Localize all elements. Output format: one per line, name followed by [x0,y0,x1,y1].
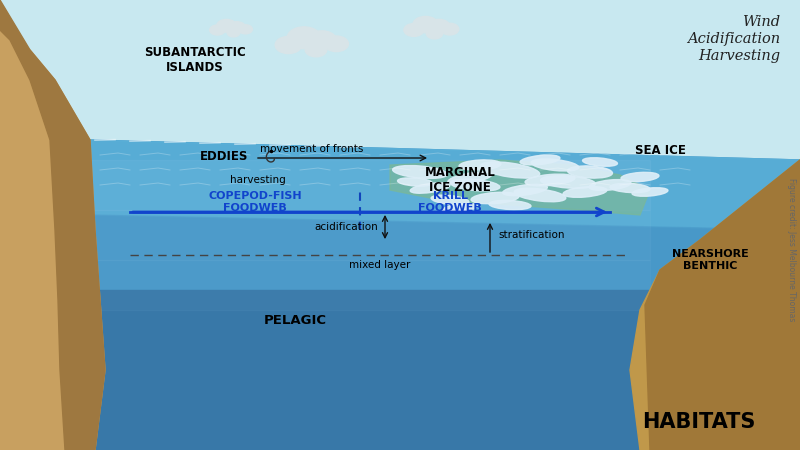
Ellipse shape [410,183,450,193]
Text: PELAGIC: PELAGIC [263,314,326,327]
Text: MARGINAL
ICE ZONE: MARGINAL ICE ZONE [425,166,495,194]
Ellipse shape [621,172,659,182]
Ellipse shape [489,200,531,210]
Text: Harvesting: Harvesting [698,49,780,63]
Ellipse shape [525,174,575,186]
Bar [90,260,650,310]
Ellipse shape [325,36,349,52]
Ellipse shape [217,19,236,32]
Text: Acidification: Acidification [687,32,780,46]
Polygon shape [0,140,800,450]
Text: mixed layer: mixed layer [350,260,410,270]
Ellipse shape [567,166,613,178]
Ellipse shape [610,184,650,193]
Text: KRILL
FOODWEB: KRILL FOODWEB [418,191,482,213]
Ellipse shape [393,166,447,179]
Ellipse shape [480,162,540,178]
Ellipse shape [520,155,560,165]
Bar [0,0,800,170]
Ellipse shape [563,187,607,198]
Ellipse shape [502,184,547,196]
Text: movement of fronts: movement of fronts [260,144,363,154]
Polygon shape [0,0,105,450]
Text: EDDIES: EDDIES [200,149,248,162]
Ellipse shape [441,23,459,35]
Ellipse shape [413,16,438,33]
Ellipse shape [531,159,579,171]
Text: stratification: stratification [498,230,565,240]
Ellipse shape [471,192,519,204]
Ellipse shape [589,180,631,190]
Ellipse shape [448,172,492,184]
Text: NEARSHORE
BENTHIC: NEARSHORE BENTHIC [672,249,748,271]
Bar [90,210,650,260]
Ellipse shape [227,29,240,37]
Text: Wind: Wind [742,15,780,29]
Polygon shape [390,160,650,215]
Polygon shape [90,215,800,290]
Polygon shape [0,0,105,450]
Text: Figure credit: Jess Melbourne Thomas: Figure credit: Jess Melbourne Thomas [787,178,796,322]
Polygon shape [630,160,800,450]
Ellipse shape [398,178,433,186]
Polygon shape [90,140,800,230]
Ellipse shape [632,188,668,196]
Ellipse shape [210,25,225,35]
Ellipse shape [404,23,424,36]
Ellipse shape [541,176,595,188]
Ellipse shape [238,25,253,34]
Ellipse shape [459,160,501,170]
Ellipse shape [514,188,566,202]
Ellipse shape [306,43,327,57]
Ellipse shape [426,28,442,39]
Ellipse shape [287,27,321,49]
Ellipse shape [275,36,302,54]
Polygon shape [645,160,800,450]
Ellipse shape [428,19,450,33]
Bar [0,290,800,450]
Ellipse shape [229,22,246,33]
Text: SEA ICE: SEA ICE [634,144,686,157]
Text: harvesting: harvesting [230,175,286,185]
Text: SUBANTARCTIC
ISLANDS: SUBANTARCTIC ISLANDS [144,46,246,74]
Text: HABITATS: HABITATS [642,412,755,432]
Ellipse shape [431,195,469,205]
Ellipse shape [442,203,478,212]
Text: acidification: acidification [314,222,378,232]
Ellipse shape [450,179,500,191]
Ellipse shape [308,31,336,50]
Bar [90,160,650,210]
Ellipse shape [582,158,618,166]
Text: COPEPOD-FISH
FOODWEB: COPEPOD-FISH FOODWEB [208,191,302,213]
